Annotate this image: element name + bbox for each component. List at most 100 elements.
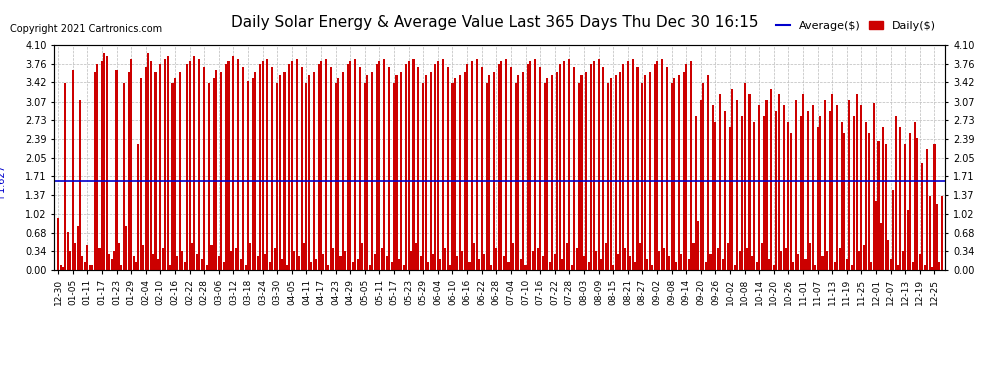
- Bar: [495, 248, 497, 270]
- Bar: [700, 100, 702, 270]
- Bar: [398, 259, 400, 270]
- Bar: [770, 89, 772, 270]
- Bar: [602, 67, 605, 270]
- Bar: [639, 243, 641, 270]
- Bar: [612, 264, 614, 270]
- Bar: [746, 248, 748, 270]
- Bar: [778, 94, 780, 270]
- Bar: [230, 251, 232, 270]
- Bar: [630, 256, 632, 270]
- Bar: [281, 259, 283, 270]
- Bar: [814, 264, 816, 270]
- Bar: [403, 264, 405, 270]
- Bar: [760, 243, 762, 270]
- Bar: [610, 78, 612, 270]
- Bar: [642, 83, 644, 270]
- Bar: [133, 256, 135, 270]
- Bar: [792, 262, 794, 270]
- Bar: [727, 243, 729, 270]
- Bar: [198, 59, 200, 270]
- Bar: [940, 196, 942, 270]
- Bar: [758, 105, 760, 270]
- Bar: [556, 72, 558, 270]
- Bar: [191, 243, 193, 270]
- Bar: [500, 62, 502, 270]
- Bar: [763, 116, 765, 270]
- Bar: [782, 105, 785, 270]
- Bar: [563, 62, 565, 270]
- Bar: [668, 256, 670, 270]
- Bar: [169, 264, 171, 270]
- Bar: [812, 105, 814, 270]
- Bar: [393, 83, 395, 270]
- Bar: [261, 62, 263, 270]
- Bar: [573, 67, 575, 270]
- Bar: [710, 254, 712, 270]
- Bar: [391, 262, 393, 270]
- Bar: [378, 62, 380, 270]
- Bar: [858, 251, 860, 270]
- Bar: [422, 83, 425, 270]
- Bar: [765, 100, 767, 270]
- Bar: [188, 62, 191, 270]
- Bar: [305, 83, 308, 270]
- Bar: [466, 64, 468, 270]
- Bar: [697, 220, 699, 270]
- Bar: [588, 262, 590, 270]
- Bar: [303, 243, 305, 270]
- Bar: [719, 94, 722, 270]
- Bar: [64, 83, 66, 270]
- Bar: [271, 67, 273, 270]
- Bar: [627, 62, 629, 270]
- Text: ↑1.627: ↑1.627: [0, 163, 6, 199]
- Bar: [471, 62, 473, 270]
- Bar: [490, 264, 492, 270]
- Bar: [532, 251, 534, 270]
- Bar: [897, 264, 899, 270]
- Bar: [201, 259, 203, 270]
- Bar: [121, 264, 123, 270]
- Bar: [342, 72, 344, 270]
- Bar: [548, 262, 550, 270]
- Bar: [880, 224, 882, 270]
- Bar: [94, 72, 96, 270]
- Bar: [885, 144, 887, 270]
- Bar: [113, 251, 115, 270]
- Bar: [453, 78, 456, 270]
- Bar: [371, 72, 373, 270]
- Bar: [622, 64, 624, 270]
- Bar: [273, 248, 276, 270]
- Bar: [683, 72, 685, 270]
- Bar: [361, 243, 363, 270]
- Bar: [839, 248, 841, 270]
- Bar: [722, 259, 724, 270]
- Bar: [620, 72, 622, 270]
- Bar: [924, 264, 926, 270]
- Bar: [670, 83, 672, 270]
- Bar: [834, 262, 836, 270]
- Bar: [819, 116, 821, 270]
- Bar: [739, 251, 741, 270]
- Bar: [276, 83, 278, 270]
- Bar: [106, 56, 108, 270]
- Bar: [646, 259, 648, 270]
- Bar: [485, 83, 488, 270]
- Bar: [848, 100, 850, 270]
- Bar: [76, 226, 78, 270]
- Bar: [366, 75, 368, 270]
- Bar: [328, 264, 330, 270]
- Bar: [373, 254, 375, 270]
- Bar: [829, 111, 831, 270]
- Bar: [154, 72, 156, 270]
- Bar: [215, 70, 218, 270]
- Bar: [308, 75, 310, 270]
- Bar: [103, 53, 105, 270]
- Bar: [220, 72, 222, 270]
- Bar: [476, 59, 478, 270]
- Bar: [917, 138, 919, 270]
- Bar: [437, 62, 439, 270]
- Bar: [837, 105, 839, 270]
- Bar: [166, 56, 168, 270]
- Bar: [116, 70, 118, 270]
- Bar: [914, 122, 916, 270]
